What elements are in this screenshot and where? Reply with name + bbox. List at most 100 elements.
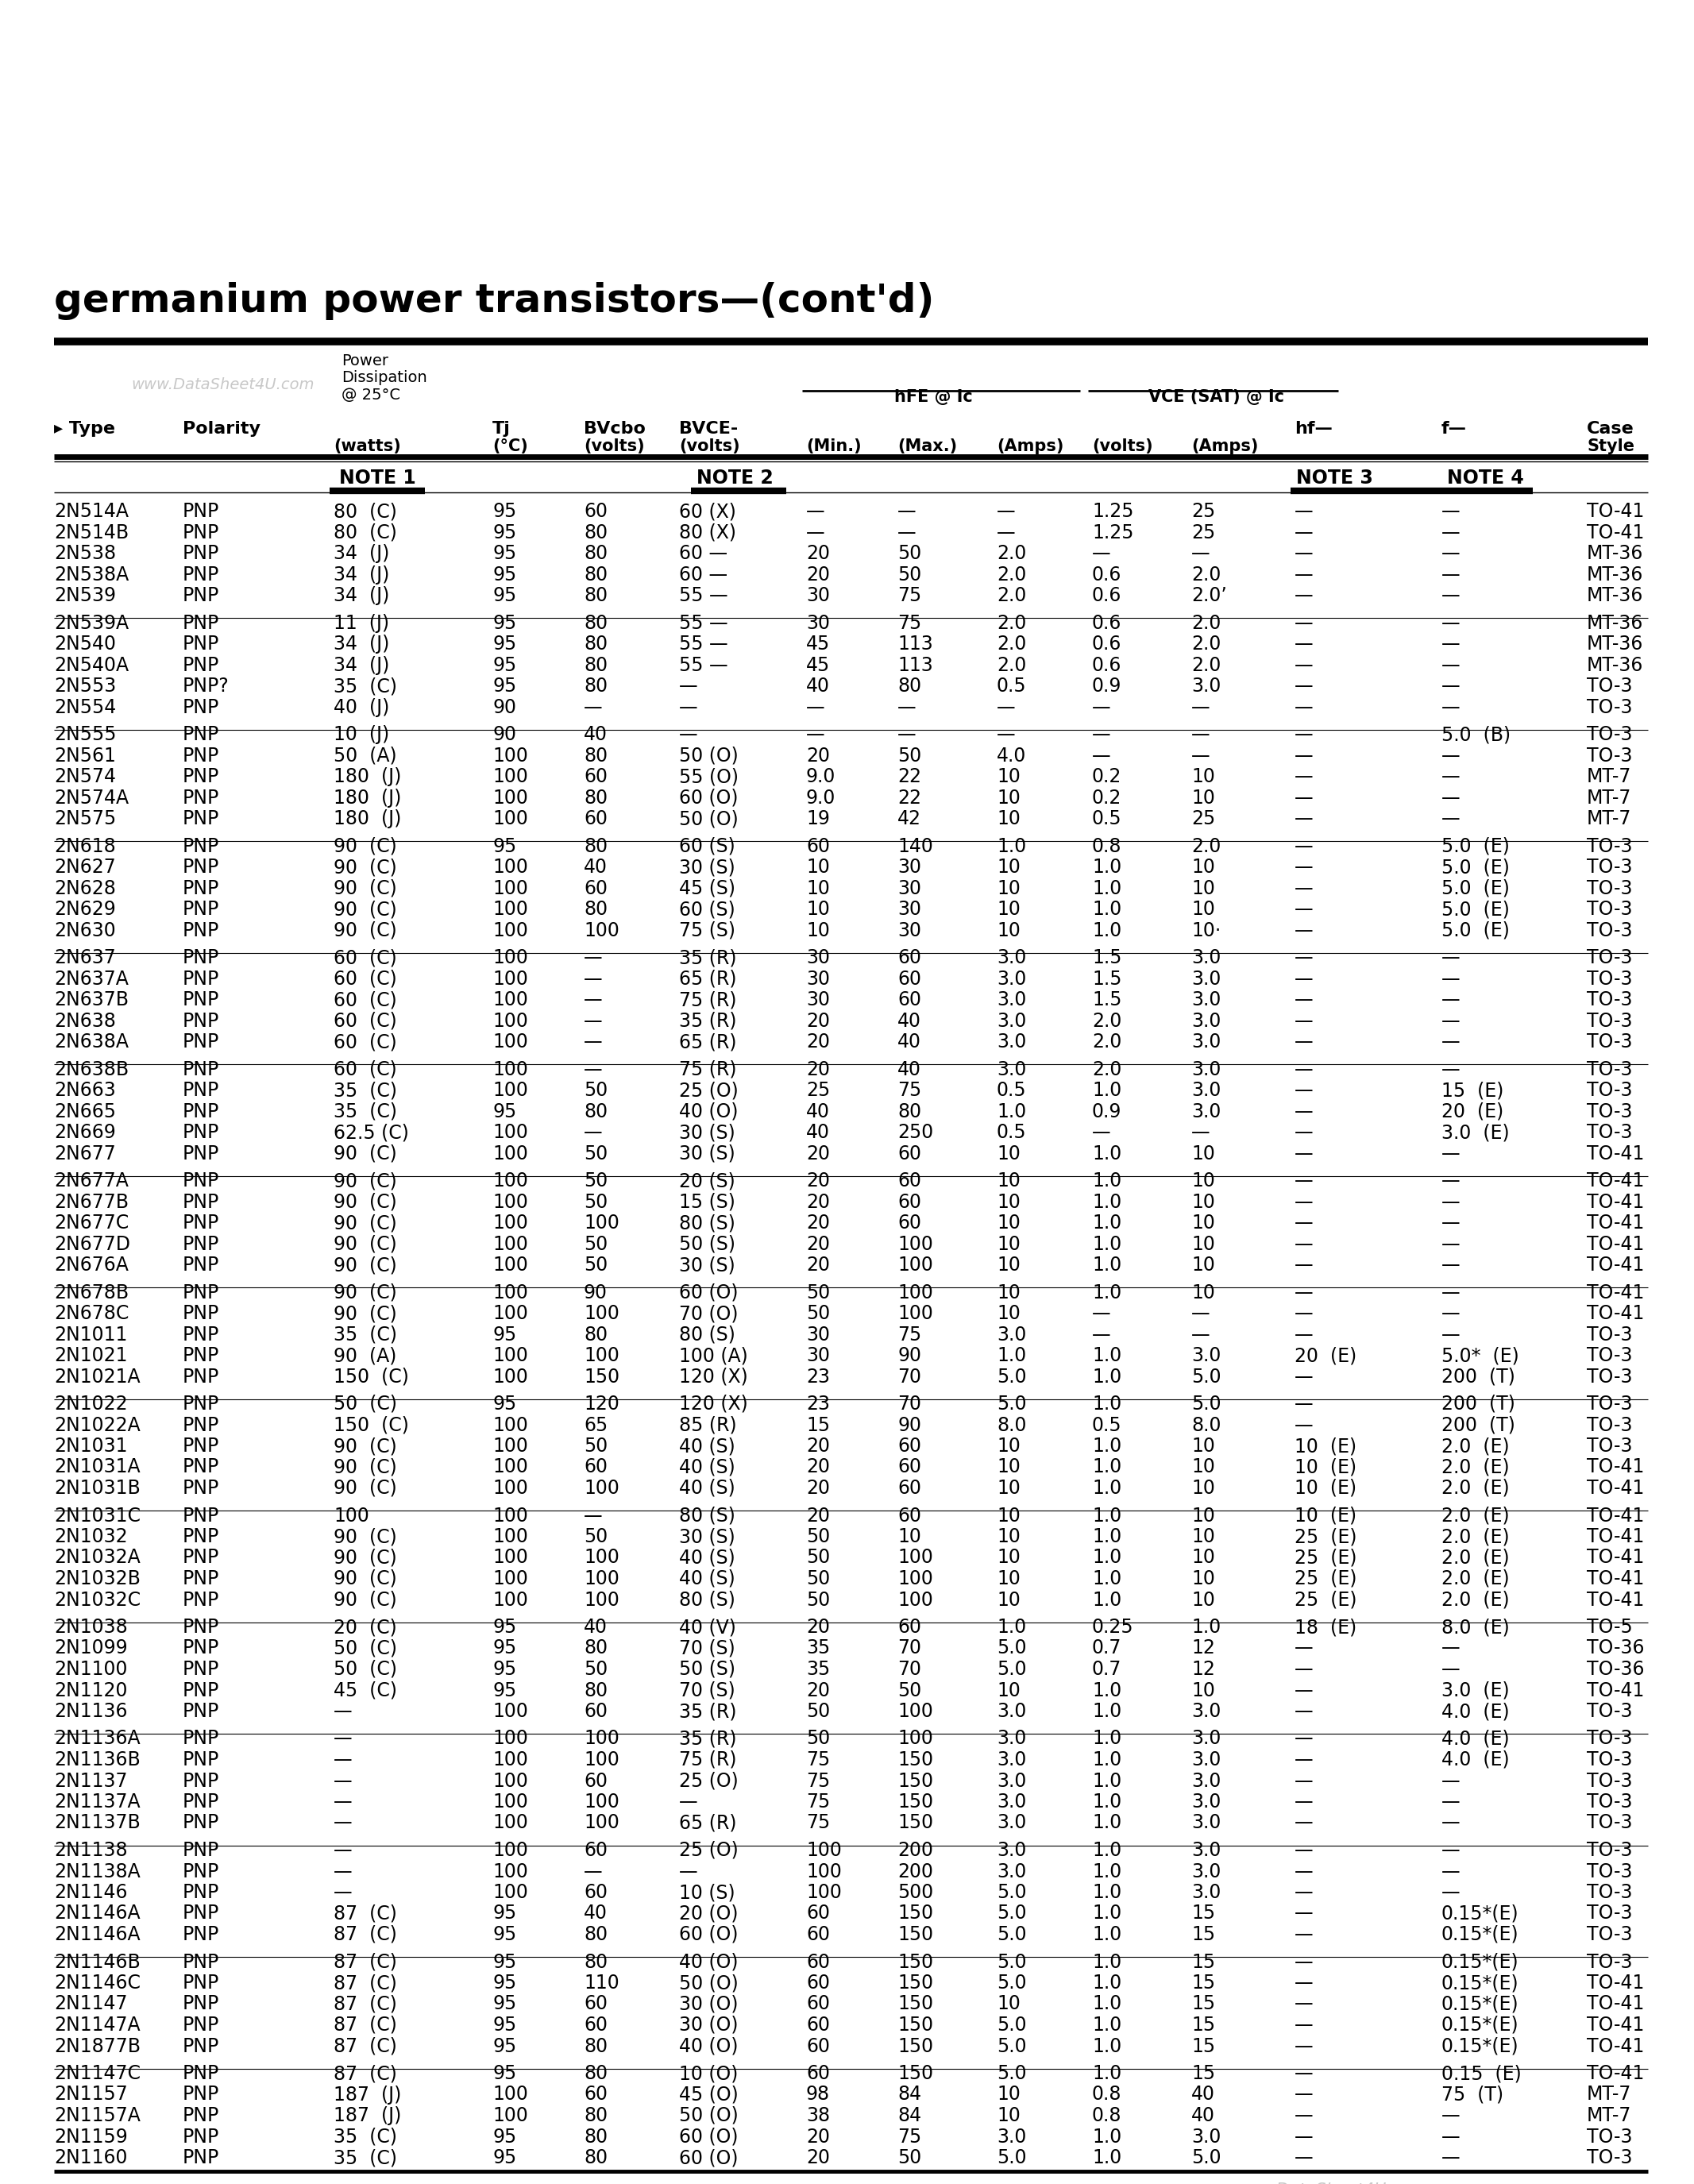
Text: —: — — [1294, 725, 1313, 745]
Text: 2N539A: 2N539A — [54, 614, 129, 633]
Text: 3.0: 3.0 — [996, 2127, 1027, 2147]
Text: 100: 100 — [898, 1701, 933, 1721]
Text: —: — — [1294, 970, 1313, 989]
Text: 60: 60 — [584, 1701, 608, 1721]
Text: PNP: PNP — [183, 1590, 220, 1610]
Text: —: — — [1294, 614, 1313, 633]
Text: 100: 100 — [493, 1059, 529, 1079]
Text: 3.0: 3.0 — [996, 1813, 1027, 1832]
Text: 10 (O): 10 (O) — [679, 2064, 739, 2084]
Text: 90  (C): 90 (C) — [334, 878, 396, 898]
Text: 50: 50 — [898, 747, 922, 764]
Text: 100: 100 — [334, 1507, 369, 1524]
Text: —: — — [1191, 1304, 1210, 1324]
Text: 100: 100 — [493, 1367, 529, 1387]
Text: 40: 40 — [584, 725, 608, 745]
Text: —: — — [898, 522, 916, 542]
Text: 2N1022A: 2N1022A — [54, 1415, 141, 1435]
Text: PNP: PNP — [183, 522, 220, 542]
Text: 100: 100 — [493, 1793, 529, 1811]
Text: 50: 50 — [898, 566, 922, 583]
Text: —: — — [1442, 1144, 1460, 1164]
Text: 60  (C): 60 (C) — [334, 970, 396, 989]
Text: TO-3: TO-3 — [1587, 1730, 1633, 1749]
Text: 35  (C): 35 (C) — [334, 1103, 396, 1120]
Text: 2N538: 2N538 — [54, 544, 117, 563]
Text: 80: 80 — [584, 677, 608, 697]
Text: 100: 100 — [493, 970, 529, 989]
Text: 2N1038: 2N1038 — [54, 1618, 127, 1636]
Text: —: — — [1191, 1123, 1210, 1142]
Text: 10: 10 — [996, 788, 1020, 808]
Text: 60: 60 — [898, 1171, 922, 1190]
Text: —: — — [1294, 1749, 1313, 1769]
Text: 60: 60 — [806, 1952, 830, 1972]
Text: 2.0  (E): 2.0 (E) — [1442, 1570, 1509, 1588]
Text: NOTE 1: NOTE 1 — [339, 470, 415, 487]
Text: 90  (C): 90 (C) — [334, 900, 396, 919]
Text: 10: 10 — [1191, 1457, 1215, 1476]
Text: PNP: PNP — [183, 2064, 220, 2084]
Text: —: — — [584, 970, 603, 989]
Text: 100: 100 — [584, 1345, 620, 1365]
Text: 1.0: 1.0 — [1093, 858, 1121, 876]
Text: 60: 60 — [898, 970, 922, 989]
Text: PNP: PNP — [183, 1457, 220, 1476]
Text: 10: 10 — [1191, 767, 1215, 786]
Text: 45  (C): 45 (C) — [334, 1682, 396, 1699]
Text: 100: 100 — [493, 1730, 529, 1749]
Text: 10: 10 — [1191, 858, 1215, 876]
Text: 90  (C): 90 (C) — [334, 858, 396, 876]
Text: —: — — [1442, 1282, 1460, 1302]
Text: 30 (S): 30 (S) — [679, 1256, 735, 1275]
Text: 1.0: 1.0 — [1093, 1214, 1121, 1232]
Text: 2.0: 2.0 — [1093, 1011, 1121, 1031]
Text: 1.0: 1.0 — [1093, 1813, 1121, 1832]
Text: 50: 50 — [584, 1527, 608, 1546]
Text: 10: 10 — [1191, 1682, 1215, 1699]
Text: TO-41: TO-41 — [1587, 2038, 1645, 2055]
Text: PNP: PNP — [183, 1952, 220, 1972]
Text: (Max.): (Max.) — [898, 439, 957, 454]
Text: PNP: PNP — [183, 1103, 220, 1120]
Text: 113: 113 — [898, 636, 933, 653]
Text: —: — — [1294, 1841, 1313, 1861]
Text: 2N1031: 2N1031 — [54, 1437, 127, 1457]
Text: —: — — [1294, 1415, 1313, 1435]
Text: 75: 75 — [806, 1749, 830, 1769]
Text: —: — — [1294, 836, 1313, 856]
Text: 90  (C): 90 (C) — [334, 1437, 396, 1457]
Text: —: — — [806, 725, 825, 745]
Text: 150: 150 — [898, 1952, 933, 1972]
Text: —: — — [334, 1841, 352, 1861]
Text: 20: 20 — [806, 544, 830, 563]
Text: 5.0  (E): 5.0 (E) — [1442, 922, 1509, 939]
Text: 2.0  (E): 2.0 (E) — [1442, 1479, 1509, 1498]
Text: 50: 50 — [898, 1682, 922, 1699]
Text: TO-41: TO-41 — [1587, 1214, 1645, 1232]
Text: 5.0: 5.0 — [996, 2038, 1027, 2055]
Text: 25: 25 — [1191, 522, 1215, 542]
Text: 2N1147C: 2N1147C — [54, 2064, 141, 2084]
Text: 50 (O): 50 (O) — [679, 810, 739, 828]
Text: 2.0: 2.0 — [996, 636, 1027, 653]
Text: 5.0: 5.0 — [996, 1638, 1027, 1658]
Text: 60: 60 — [584, 810, 608, 828]
Text: 70: 70 — [898, 1367, 922, 1387]
Text: —: — — [1294, 697, 1313, 716]
Text: MT-36: MT-36 — [1587, 544, 1643, 563]
Text: PNP: PNP — [183, 725, 220, 745]
Text: 30 (S): 30 (S) — [679, 858, 735, 876]
Text: PNP: PNP — [183, 566, 220, 583]
Text: 1.0: 1.0 — [1093, 1457, 1121, 1476]
Text: TO-41: TO-41 — [1587, 1682, 1645, 1699]
Text: 95: 95 — [493, 2038, 517, 2055]
Text: 10: 10 — [996, 1171, 1020, 1190]
Text: 80: 80 — [584, 566, 608, 583]
Text: 75 (S): 75 (S) — [679, 922, 735, 939]
Text: 40 (S): 40 (S) — [679, 1457, 735, 1476]
Text: —: — — [584, 1123, 603, 1142]
Text: —: — — [1294, 2149, 1313, 2167]
Text: 50: 50 — [584, 1171, 608, 1190]
Text: TO-3: TO-3 — [1587, 970, 1633, 989]
